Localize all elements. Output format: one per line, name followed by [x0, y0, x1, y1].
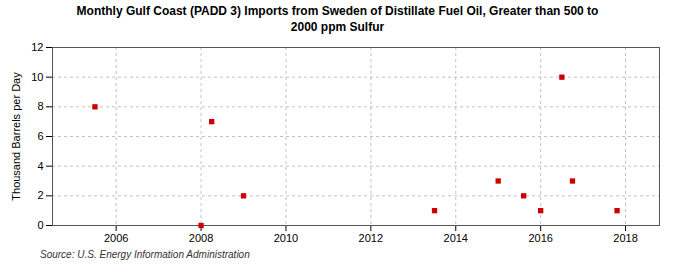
svg-text:12: 12 [31, 41, 43, 53]
svg-text:2018: 2018 [613, 232, 637, 244]
svg-text:2016: 2016 [528, 232, 552, 244]
svg-text:10: 10 [31, 71, 43, 83]
html-text:Monthly Gulf Coast (PADD 3) Im: Monthly Gulf Coast (PADD 3) Imports from… [76, 4, 599, 34]
svg-text:2: 2 [37, 190, 43, 202]
svg-text:2014: 2014 [444, 232, 468, 244]
svg-text:8: 8 [37, 101, 43, 113]
svg-text:2008: 2008 [189, 232, 213, 244]
svg-text:0: 0 [37, 219, 43, 231]
svg-text:2010: 2010 [274, 232, 298, 244]
html-text:Source: U.S. Energy Informatio: Source: U.S. Energy Information Administ… [40, 249, 250, 261]
svg-text:Thousand Barrels per Day: Thousand Barrels per Day [10, 72, 22, 201]
svg-text:2006: 2006 [104, 232, 128, 244]
svg-text:2012: 2012 [359, 232, 383, 244]
svg-text:6: 6 [37, 130, 43, 142]
svg-text:4: 4 [37, 160, 43, 172]
